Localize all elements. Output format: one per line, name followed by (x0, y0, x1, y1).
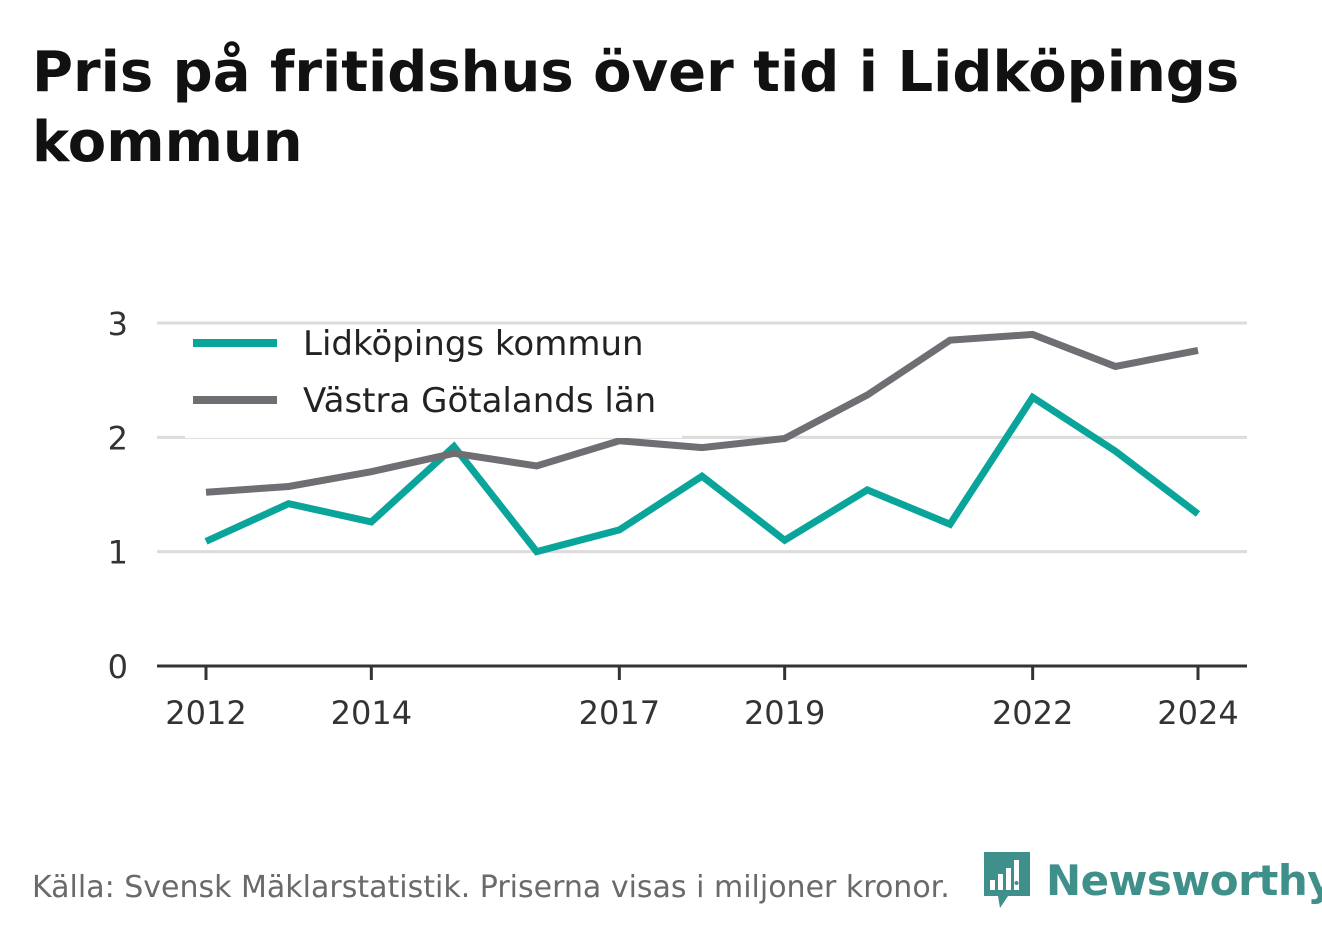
legend: Lidköpings kommun Västra Götalands län (185, 324, 682, 438)
newsworthy-logo[interactable]: Newsworthy (982, 850, 1322, 910)
axes: 0 1 2 3 2012 2014 2017 2019 2022 2024 (108, 305, 1247, 732)
x-tick-label: 2019 (744, 694, 825, 732)
x-tick-label: 2024 (1157, 694, 1238, 732)
x-tick-label: 2012 (165, 694, 246, 732)
source-note: Källa: Svensk Mäklarstatistik. Priserna … (32, 870, 950, 905)
x-tick-label: 2022 (992, 694, 1073, 732)
y-tick-label: 0 (108, 648, 128, 686)
y-tick-label: 1 (108, 534, 128, 572)
x-tick-label: 2014 (331, 694, 412, 732)
chart-title: Pris på fritidshus över tid i Lidköpings… (32, 40, 1240, 175)
logo-text: Newsworthy (1046, 855, 1322, 905)
series-lines (204, 330, 1201, 556)
y-tick-label: 3 (108, 305, 128, 343)
y-tick-label: 2 (108, 419, 128, 457)
series-line-2 (205, 330, 1199, 496)
series-line-1 (204, 392, 1201, 556)
legend-label: Västra Götalands län (303, 381, 656, 421)
x-tick-label: 2017 (579, 694, 660, 732)
bar-chart-speech-bubble-icon (984, 852, 1030, 908)
legend-label: Lidköpings kommun (303, 324, 644, 364)
